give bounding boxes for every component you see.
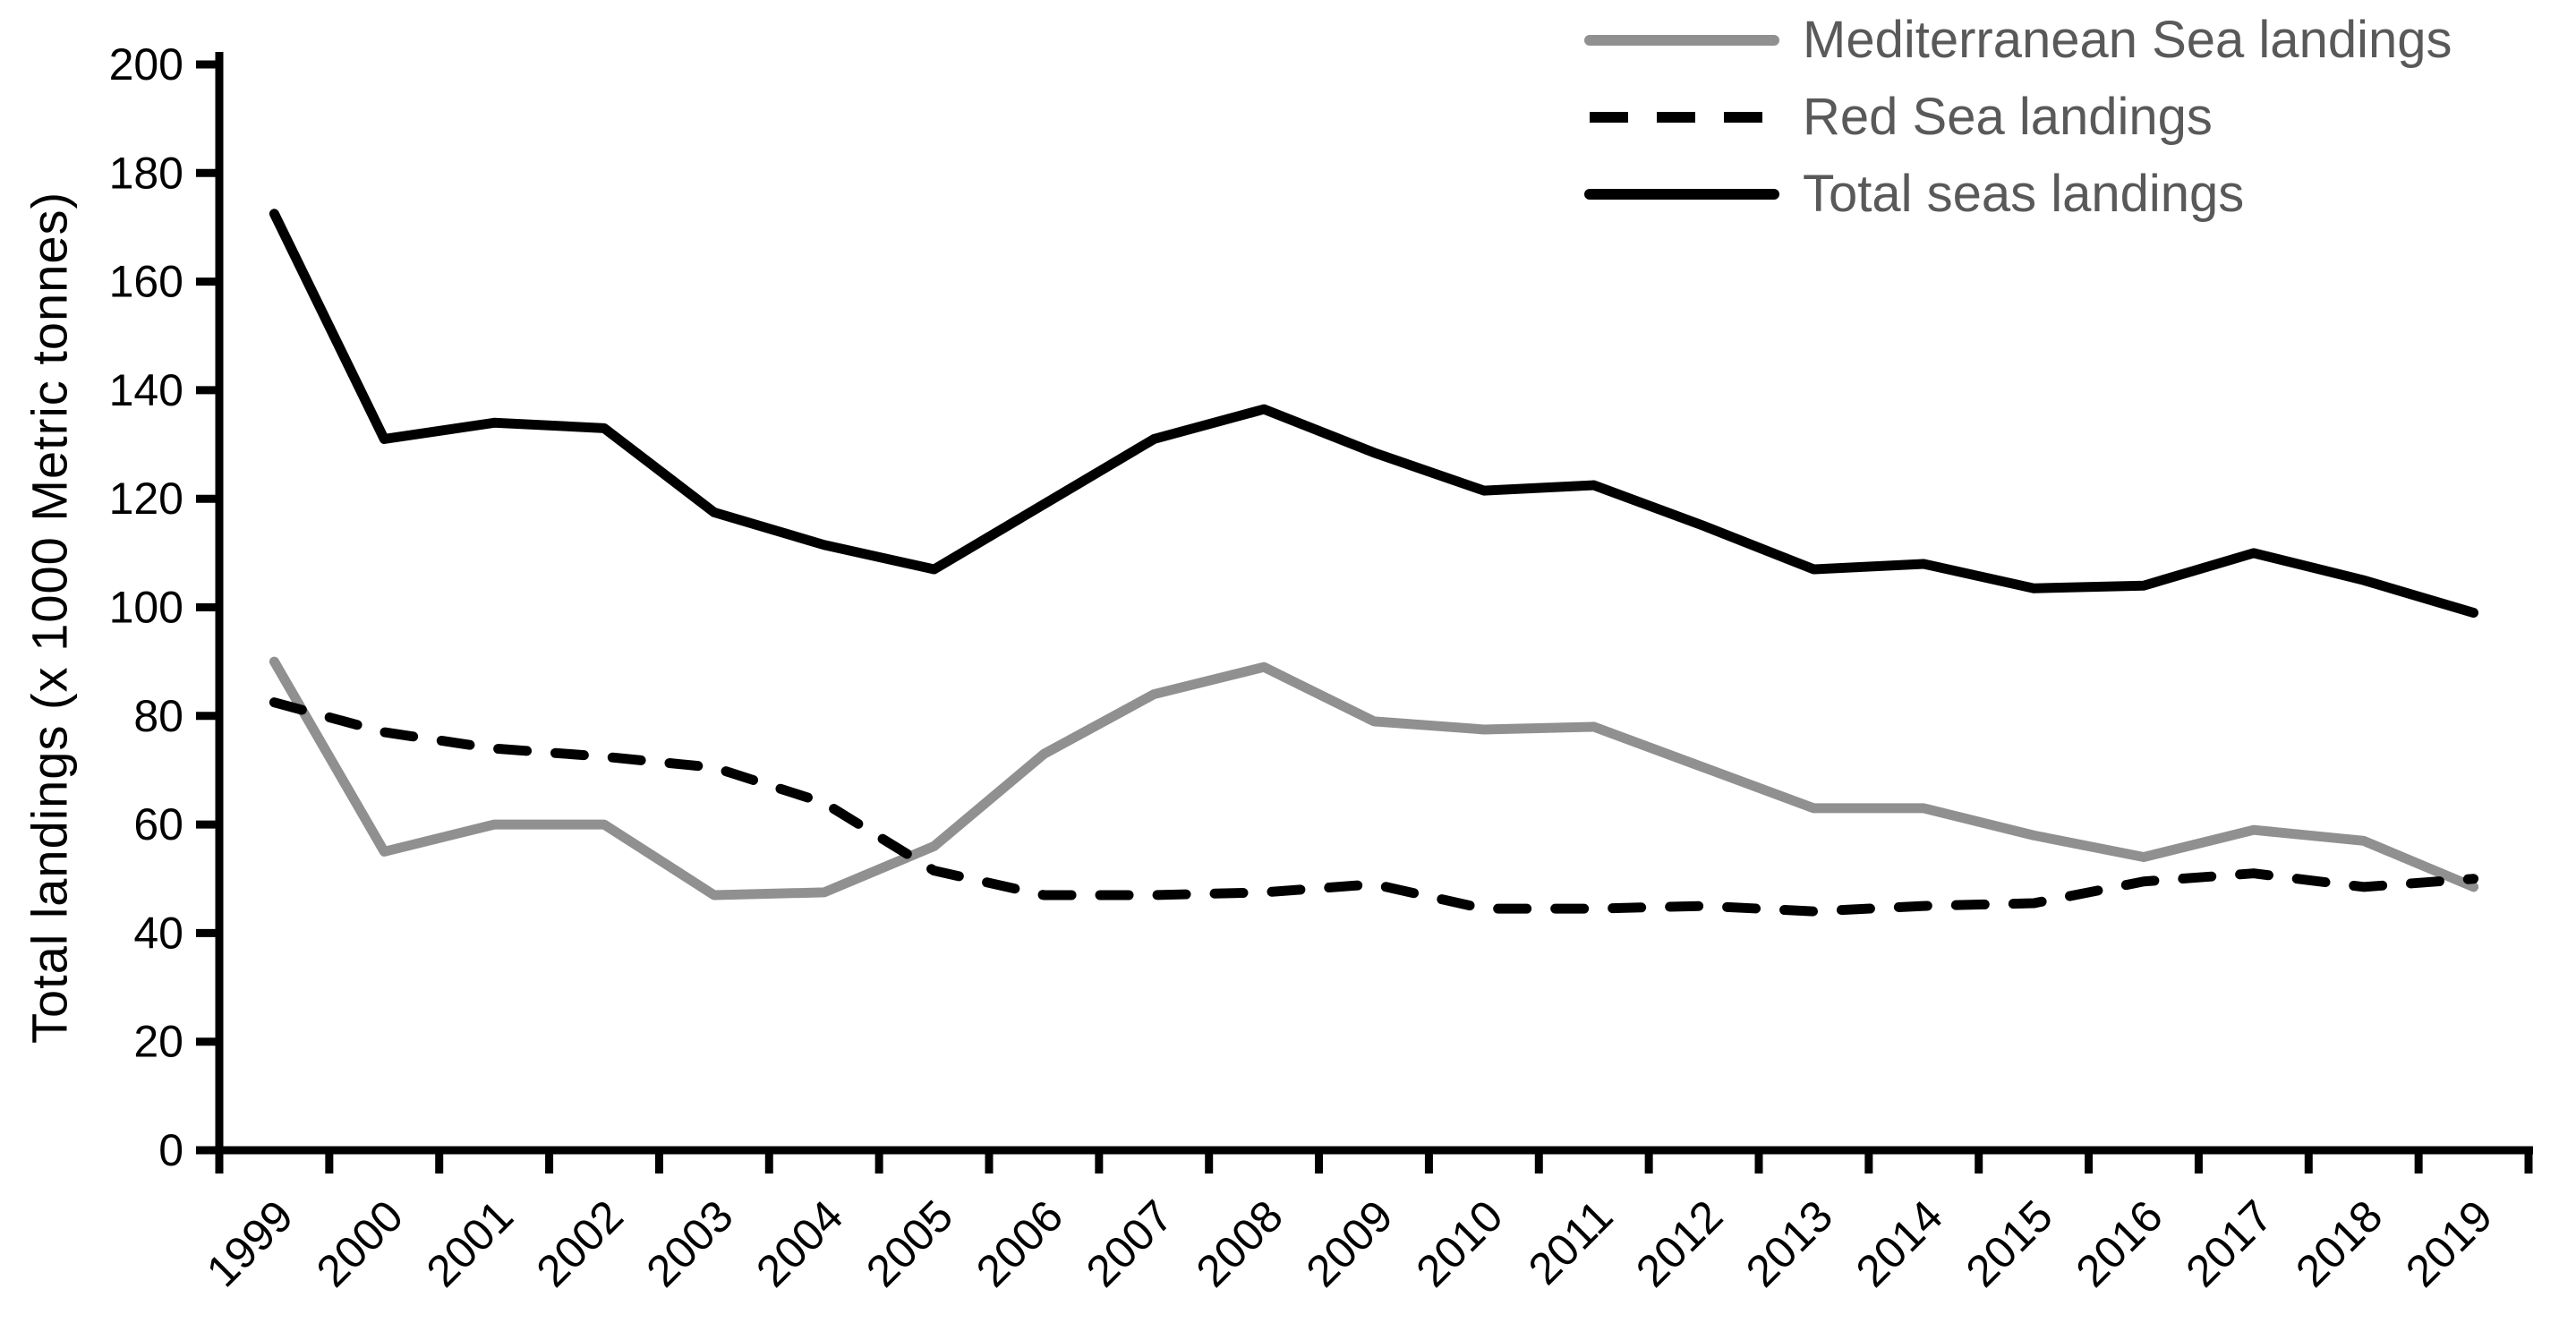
x-tick-label: 2001 bbox=[417, 1191, 523, 1296]
y-tick-label: 180 bbox=[109, 148, 183, 198]
legend-label: Mediterranean Sea landings bbox=[1803, 11, 2452, 69]
legend-swatch-mediterranean bbox=[1584, 35, 1779, 46]
x-tick-label: 2004 bbox=[746, 1191, 852, 1296]
y-tick-label: 100 bbox=[109, 583, 183, 633]
legend-item-total: Total seas landings bbox=[1582, 156, 2452, 233]
x-tick-label: 2016 bbox=[2067, 1191, 2172, 1296]
y-tick-label: 60 bbox=[133, 799, 183, 849]
x-tick-label: 2005 bbox=[857, 1191, 962, 1296]
series-line-red-sea-landings bbox=[269, 697, 2479, 917]
y-tick-label: 40 bbox=[133, 908, 183, 958]
x-tick-label: 2000 bbox=[307, 1191, 413, 1296]
x-tick-label: 2017 bbox=[2176, 1191, 2282, 1296]
x-tick-label: 2013 bbox=[1736, 1191, 1842, 1296]
x-tick-label: 2018 bbox=[2286, 1191, 2392, 1296]
y-tick-label: 20 bbox=[133, 1017, 183, 1067]
y-tick-label: 140 bbox=[109, 365, 183, 415]
y-tick-label: 160 bbox=[109, 257, 183, 307]
x-tick-label: 2009 bbox=[1297, 1191, 1403, 1296]
x-tick-label: 2006 bbox=[967, 1191, 1072, 1296]
x-tick-label: 2007 bbox=[1077, 1191, 1182, 1296]
series-line-mediterranean-sea-landings bbox=[269, 656, 2479, 900]
x-tick-label: 2014 bbox=[1847, 1191, 1952, 1296]
legend-item-mediterranean: Mediterranean Sea landings bbox=[1582, 2, 2452, 79]
y-tick-label: 120 bbox=[109, 474, 183, 524]
legend-swatch-total bbox=[1584, 189, 1779, 200]
legend-label: Total seas landings bbox=[1803, 165, 2245, 223]
legend: Mediterranean Sea landings Red Sea landi… bbox=[1582, 2, 2452, 233]
legend-label: Red Sea landings bbox=[1803, 88, 2213, 146]
x-tick-label: 2015 bbox=[1957, 1191, 2062, 1296]
x-tick-label: 2011 bbox=[1519, 1191, 1623, 1294]
series-line-total-seas-landings bbox=[269, 209, 2479, 619]
y-tick-label: 80 bbox=[133, 691, 183, 741]
legend-item-red-sea: Red Sea landings bbox=[1582, 79, 2452, 156]
x-tick-label: 2012 bbox=[1626, 1191, 1732, 1296]
x-tick-label: 2002 bbox=[527, 1191, 633, 1296]
x-tick-label: 2019 bbox=[2396, 1191, 2502, 1296]
x-tick-label: 2003 bbox=[636, 1191, 742, 1296]
x-tick-label: 2008 bbox=[1187, 1191, 1292, 1296]
y-axis-title: Total landings (x 1000 Metric tonnes) bbox=[21, 191, 78, 1045]
legend-swatch-red-sea bbox=[1590, 112, 1774, 123]
y-tick-label: 0 bbox=[158, 1125, 183, 1175]
x-tick-label: 2010 bbox=[1406, 1191, 1512, 1296]
x-tick-label: 1999 bbox=[197, 1191, 303, 1296]
y-tick-label: 200 bbox=[109, 39, 183, 90]
